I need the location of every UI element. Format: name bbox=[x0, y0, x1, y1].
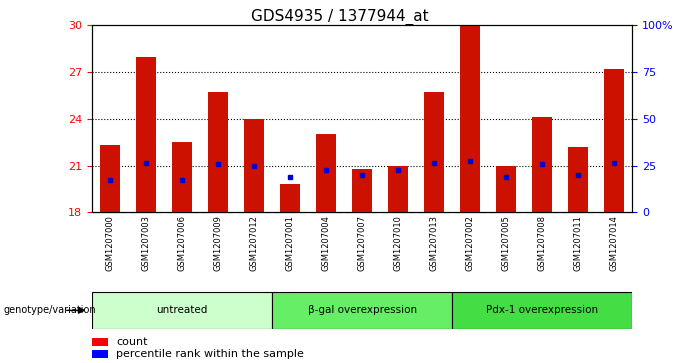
Bar bbox=[92, 350, 108, 358]
Text: β-gal overexpression: β-gal overexpression bbox=[307, 305, 417, 315]
Text: genotype/variation: genotype/variation bbox=[3, 305, 96, 315]
Bar bbox=[136, 57, 156, 212]
Text: GSM1207006: GSM1207006 bbox=[177, 215, 186, 271]
Bar bbox=[244, 119, 264, 212]
Bar bbox=[532, 117, 552, 212]
Text: untreated: untreated bbox=[156, 305, 207, 315]
Bar bbox=[568, 147, 588, 212]
Text: GSM1207005: GSM1207005 bbox=[502, 215, 511, 271]
Text: GSM1207000: GSM1207000 bbox=[105, 215, 114, 271]
Bar bbox=[352, 169, 372, 212]
Text: GSM1207013: GSM1207013 bbox=[430, 215, 439, 271]
Text: GSM1207014: GSM1207014 bbox=[610, 215, 619, 271]
Text: GSM1207011: GSM1207011 bbox=[574, 215, 583, 271]
Text: GSM1207001: GSM1207001 bbox=[286, 215, 294, 271]
Bar bbox=[92, 338, 108, 346]
Text: count: count bbox=[116, 337, 148, 347]
Bar bbox=[280, 184, 300, 212]
Bar bbox=[452, 292, 632, 329]
Bar bbox=[100, 145, 120, 212]
Text: GSM1207008: GSM1207008 bbox=[538, 215, 547, 271]
Bar bbox=[605, 69, 624, 212]
Bar bbox=[272, 292, 452, 329]
Text: GSM1207010: GSM1207010 bbox=[394, 215, 403, 271]
Bar bbox=[460, 25, 480, 212]
Text: GSM1207007: GSM1207007 bbox=[358, 215, 367, 271]
Bar bbox=[92, 292, 272, 329]
Text: GSM1207004: GSM1207004 bbox=[322, 215, 330, 271]
Text: Pdx-1 overexpression: Pdx-1 overexpression bbox=[486, 305, 598, 315]
Bar bbox=[316, 134, 336, 212]
Text: GSM1207002: GSM1207002 bbox=[466, 215, 475, 271]
Text: GDS4935 / 1377944_at: GDS4935 / 1377944_at bbox=[251, 9, 429, 25]
Bar bbox=[208, 93, 228, 212]
Bar bbox=[172, 142, 192, 212]
Text: percentile rank within the sample: percentile rank within the sample bbox=[116, 349, 304, 359]
Bar bbox=[424, 93, 444, 212]
Text: GSM1207003: GSM1207003 bbox=[141, 215, 150, 271]
Text: GSM1207012: GSM1207012 bbox=[250, 215, 258, 271]
Text: GSM1207009: GSM1207009 bbox=[214, 215, 222, 271]
Bar bbox=[496, 166, 516, 212]
Bar bbox=[388, 166, 408, 212]
